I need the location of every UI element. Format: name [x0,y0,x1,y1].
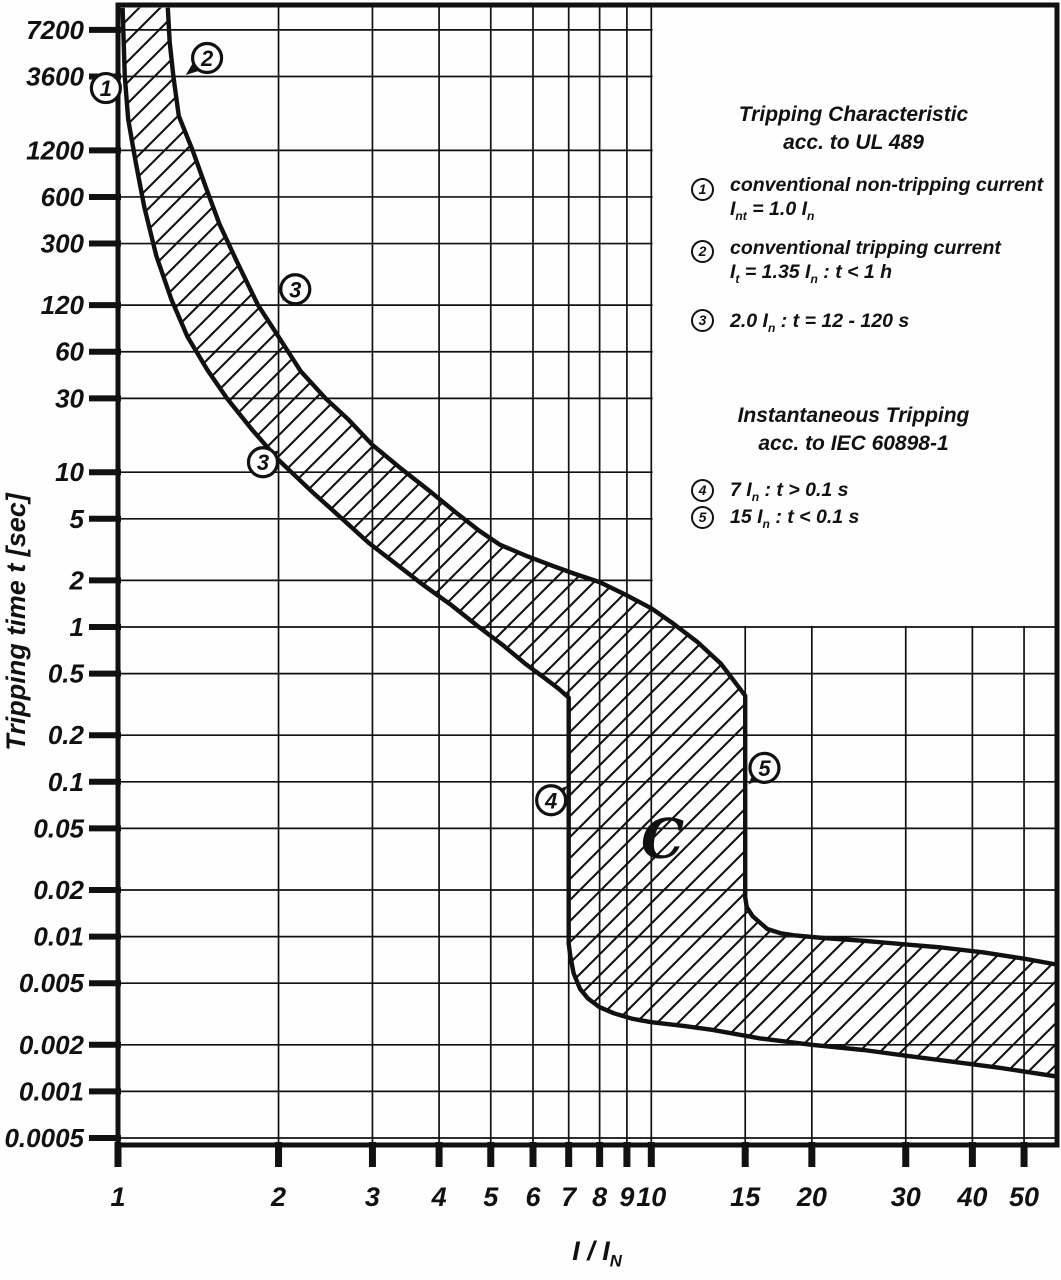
x-tick-label-9: 9 [619,1182,634,1212]
y-tick-label-0.1: 0.1 [48,767,84,797]
annotation-circle [190,41,224,75]
annotation-marker-2-1: 2 [185,41,224,76]
x-tick-label-6: 6 [525,1182,541,1212]
y-tick-label-0.0005: 0.0005 [4,1123,84,1153]
x-tick-label-8: 8 [592,1182,607,1212]
annotation-number: 1 [100,76,112,101]
y-axis-title-text: Tripping time t [sec] [1,493,31,751]
annotation-circle [279,273,312,306]
y-tick-label-0.02: 0.02 [33,875,84,905]
x-tick-label-10: 10 [636,1182,666,1212]
legend-item-text-4: 7 In : t > 0.1 s [730,479,849,504]
legend-section-title-2: Instantaneous Tripping acc. to IEC 60898-… [737,404,970,455]
legend-marker-2: 2 [691,240,714,263]
legend-item-text-3: 2.0 In : t = 12 - 120 s [730,310,910,335]
legend-item-text-2: conventional tripping current It = 1.35 I… [730,237,1001,286]
annotation-number: 3 [289,277,301,302]
y-tick-label-120: 120 [41,290,85,320]
x-tick-label-2: 2 [270,1182,286,1212]
band-upper-boundary-curve [165,7,1056,967]
annotation-number: 4 [544,788,557,813]
legend-item-text-5: 15 In : t < 0.1 s [730,506,860,531]
y-tick-label-1: 1 [70,612,84,642]
y-tick-label-0.2: 0.2 [48,720,85,750]
x-axis-title-text: I / IN [572,1236,622,1271]
annotation-circle [748,751,781,784]
annotation-number: 5 [758,756,771,781]
legend-section-title-1: Tripping Characteristic acc. to UL 489 [738,103,969,154]
band-lower-boundary-curve [120,7,1056,1079]
x-tick-label-4: 4 [431,1182,447,1212]
x-tick-label-30: 30 [891,1182,921,1212]
y-tick-label-1200: 1200 [26,135,84,165]
y-tick-label-0.001: 0.001 [19,1076,84,1106]
x-tick-label-20: 20 [796,1182,827,1212]
annotation-marker-5-5: 5 [748,751,781,785]
annotation-circle [246,446,280,479]
region-label-C: C [641,807,684,871]
legend-marker-5: 5 [691,506,714,529]
legend-panel: Tripping Characteristic acc. to UL 489 1 co… [652,0,1055,627]
legend-marker-4: 4 [691,479,714,502]
y-tick-label-10: 10 [55,457,84,487]
annotation-marker-4-4: 4 [535,784,568,817]
x-tick-label-5: 5 [483,1182,499,1212]
annotation-circle [89,71,122,105]
annotation-marker-3-3: 3 [246,446,280,479]
y-axis-title: Tripping time t [sec] [1,422,37,822]
y-tick-label-0.005: 0.005 [19,968,85,998]
tripping-band [120,7,1056,1079]
x-axis-title: I / IN [497,1236,697,1271]
x-tick-label-7: 7 [561,1182,578,1212]
x-tick-label-50: 50 [1009,1182,1039,1212]
legend-item-text-1: conventional non-tripping current Int = 1… [730,174,1044,223]
legend-marker-3: 3 [691,309,714,332]
annotation-circle [535,784,568,817]
y-tick-label-3600: 3600 [26,61,84,91]
y-tick-label-30: 30 [55,383,84,413]
x-tick-label-15: 15 [730,1182,761,1212]
y-tick-label-0.002: 0.002 [19,1030,85,1060]
annotation-marker-1-0: 1 [89,71,122,105]
annotation-number: 3 [257,450,269,475]
band-hatch-fill [122,7,1056,1077]
legend-box-area [652,7,1055,626]
annotation-number: 2 [200,46,214,71]
x-tick-label-3: 3 [365,1182,380,1212]
y-tick-label-600: 600 [41,182,85,212]
y-tick-label-60: 60 [55,337,84,367]
legend-marker-1: 1 [691,178,714,201]
x-tick-label-40: 40 [956,1182,987,1212]
y-tick-label-5: 5 [70,504,85,534]
y-tick-label-300: 300 [41,229,85,259]
y-tick-label-0.05: 0.05 [33,813,84,843]
x-tick-label-1: 1 [110,1182,125,1212]
annotation-marker-3-2: 3 [279,273,312,306]
y-tick-label-2: 2 [69,565,85,595]
plot-border [115,2,1060,1148]
y-tick-label-0.5: 0.5 [48,659,85,689]
y-tick-label-7200: 7200 [26,15,84,45]
y-tick-label-0.01: 0.01 [33,922,84,952]
